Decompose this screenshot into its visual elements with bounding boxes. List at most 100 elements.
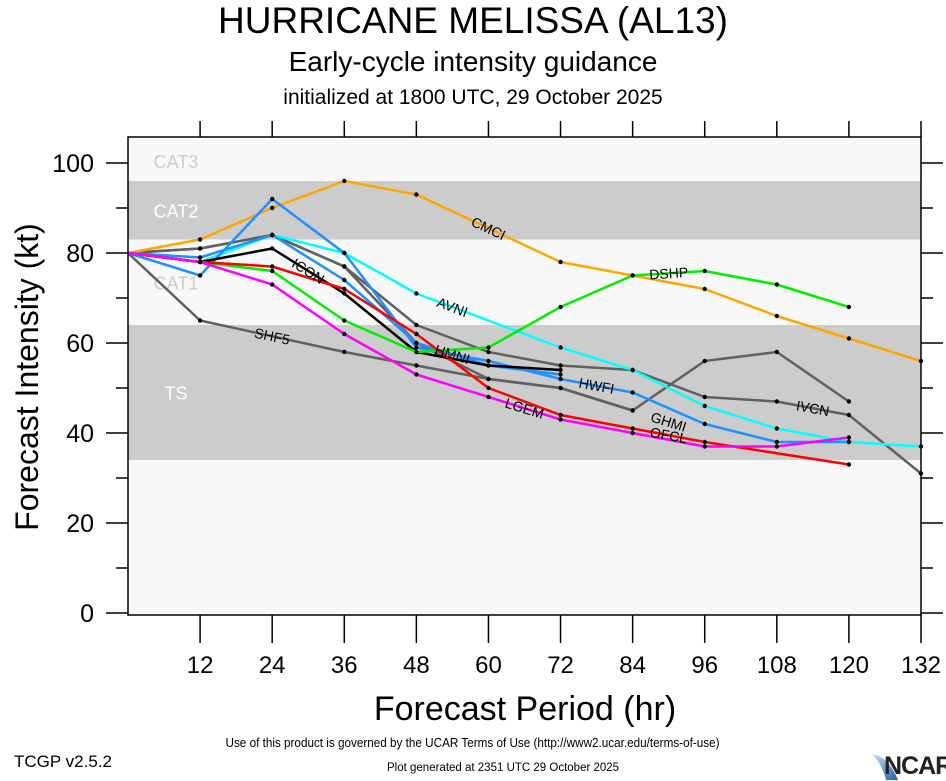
data-point-hwfi <box>846 439 852 445</box>
data-point-ghmi <box>342 264 347 269</box>
data-point-hwfi <box>269 196 275 202</box>
ncar-logo: NCAR <box>870 752 946 780</box>
data-point-hmni <box>558 372 563 377</box>
x-tick-label: 132 <box>901 652 941 679</box>
y-tick-label: 40 <box>66 420 94 448</box>
data-point-ofcl <box>269 264 275 269</box>
data-point-hwfi <box>630 390 635 395</box>
data-point-avni <box>702 403 707 409</box>
series-line-ghmi <box>127 233 633 412</box>
data-point-avni <box>558 345 563 350</box>
data-point-avni <box>630 367 635 373</box>
series-label-hwfi: HWFI <box>578 375 616 397</box>
x-tick-label: 12 <box>187 652 214 679</box>
x-tick-label: 120 <box>829 652 869 679</box>
data-point-icon <box>558 367 563 373</box>
data-point-shf5 <box>774 349 780 355</box>
data-point-dshp <box>558 304 563 310</box>
data-point-ofcl <box>342 286 347 292</box>
data-point-lgem <box>846 435 852 440</box>
y-axis-label: Forecast Intensity (kt) <box>9 223 45 531</box>
band-label-cat2: CAT2 <box>154 201 199 221</box>
data-point-cmci <box>342 178 347 184</box>
data-point-ofcl <box>486 385 491 391</box>
y-tick-label: 100 <box>52 150 94 178</box>
data-point-ivcn <box>558 363 563 368</box>
chart-title: HURRICANE MELISSA (AL13) <box>218 0 728 41</box>
data-point-hmni <box>414 340 419 346</box>
terms-of-use: Use of this product is governed by the U… <box>225 735 720 750</box>
series-label-ofcl: OFCL <box>649 424 689 447</box>
band-cat1 <box>128 239 921 325</box>
data-point-lgem <box>414 372 419 377</box>
data-point-ivcn <box>702 394 707 400</box>
band-ts <box>128 325 921 460</box>
x-axis-label: Forecast Period (hr) <box>374 690 676 728</box>
data-point-avni <box>414 291 419 296</box>
data-point-ofcl <box>558 412 563 418</box>
data-point-ivcn <box>486 349 491 355</box>
generated-time: Plot generated at 2351 UTC 29 October 20… <box>387 762 620 774</box>
data-point-hwfi <box>702 421 707 427</box>
axes: 0 20 40 60 80 100 12 24 36 48 60 72 84 96 108 120 132 <box>52 121 943 679</box>
data-point-lgem <box>774 444 780 449</box>
data-point-hwfi <box>414 345 419 350</box>
data-point-ghmi <box>486 376 491 382</box>
data-point-shf5 <box>342 349 347 355</box>
data-point-ghmi <box>558 385 563 391</box>
y-tick-label: 60 <box>66 330 94 358</box>
data-point-ivcn <box>414 322 419 328</box>
data-point-icon <box>486 363 491 368</box>
data-point-dshp <box>342 318 347 323</box>
data-point-lgem <box>269 282 275 287</box>
data-point-cmci <box>414 192 419 197</box>
band-cat2 <box>128 181 921 240</box>
data-point-ghmi <box>630 408 635 413</box>
x-tick-label: 84 <box>619 652 646 679</box>
series-label-shf5: SHF5 <box>253 325 292 348</box>
data-point-ivcn <box>846 412 852 418</box>
data-point-hwfi <box>197 273 203 278</box>
band-label-ts: TS <box>164 384 187 404</box>
data-point-dshp <box>846 304 852 310</box>
data-point-lgem <box>702 444 707 449</box>
x-tick-label: 72 <box>547 652 574 679</box>
x-tick-label: 48 <box>403 652 430 679</box>
version-label: TCGP v2.5.2 <box>14 752 112 771</box>
data-point-ivcn <box>774 399 780 404</box>
ncar-swoosh-icon <box>872 754 898 780</box>
data-point-hwfi <box>774 439 780 445</box>
data-point-lgem <box>197 259 203 265</box>
series-label-ivcn: IVCN <box>795 397 831 419</box>
chart-init-time: initialized at 1800 UTC, 29 October 2025 <box>283 86 663 109</box>
y-tick-label: 80 <box>66 240 94 268</box>
data-point-icon <box>269 246 275 251</box>
data-point-dshp <box>414 349 419 355</box>
data-point-shf5 <box>414 363 419 368</box>
data-point-icon <box>342 291 347 296</box>
data-point-ofcl <box>846 462 852 467</box>
data-point-cmci <box>774 313 780 319</box>
data-point-dshp <box>486 345 491 350</box>
ncar-logo-text: NCAR <box>884 752 946 780</box>
data-point-hmni <box>342 277 347 283</box>
data-point-ofcl <box>414 331 419 337</box>
data-point-dshp <box>269 268 275 274</box>
data-point-dshp <box>774 282 780 287</box>
x-tick-label: 24 <box>259 652 286 679</box>
data-point-lgem <box>558 417 563 422</box>
data-point-shf5 <box>197 318 203 323</box>
chart-subtitle: Early-cycle intensity guidance <box>288 46 658 77</box>
data-point-dshp <box>630 273 635 278</box>
x-tick-label: 36 <box>331 652 358 679</box>
data-point-shf5 <box>846 399 852 404</box>
series-label-dshp: DSHP <box>649 264 689 282</box>
y-tick-label: 20 <box>66 510 94 538</box>
data-point-ofcl <box>630 426 635 431</box>
data-point-lgem <box>342 331 347 337</box>
data-point-cmci <box>197 237 203 242</box>
band-cat3 <box>128 140 921 181</box>
data-point-dshp <box>702 268 707 274</box>
